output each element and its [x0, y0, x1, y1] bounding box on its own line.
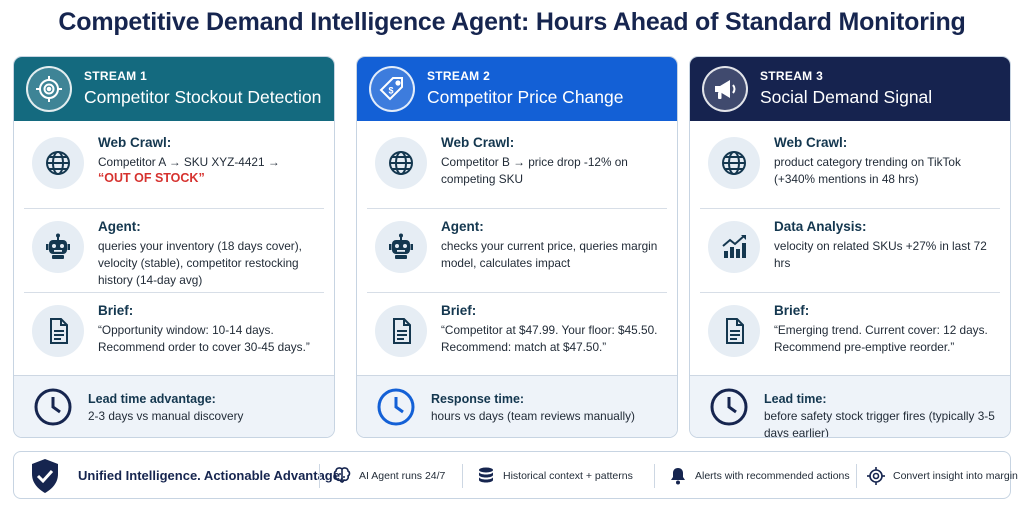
- target-icon: [867, 467, 885, 485]
- globe-icon: [375, 137, 427, 189]
- stream-label: STREAM 2: [427, 69, 491, 83]
- robot-icon: [375, 221, 427, 273]
- row-body: “Opportunity window: 10-14 days. Recomme…: [98, 323, 310, 355]
- agent-row: Agent: queries your inventory (18 days c…: [24, 207, 324, 293]
- divider: [856, 464, 857, 488]
- feature-convert-insight: Convert insight into margin: [866, 462, 1018, 490]
- row-title: Brief:: [441, 303, 477, 318]
- row-body: “Emerging trend. Current cover: 12 days.…: [774, 323, 988, 355]
- row-title: Agent:: [441, 219, 484, 234]
- robot-icon: [32, 221, 84, 273]
- row-title: Web Crawl:: [774, 135, 848, 150]
- data-analysis-row: Data Analysis: velocity on related SKUs …: [700, 207, 1000, 293]
- row-title: Brief:: [98, 303, 134, 318]
- svg-text:$: $: [389, 86, 394, 96]
- brief-row: Brief: “Emerging trend. Current cover: 1…: [700, 291, 1000, 377]
- row-body: velocity on related SKUs +27% in last 72…: [774, 239, 987, 271]
- stream-2-footer: Response time: hours vs days (team revie…: [357, 375, 677, 437]
- page-title: Competitive Demand Intelligence Agent: H…: [58, 8, 966, 36]
- clock-icon: [377, 388, 415, 426]
- stream-3-card: STREAM 3 Social Demand Signal Web Crawl:…: [689, 56, 1011, 438]
- footer-label: Lead time advantage:: [88, 392, 216, 406]
- row-title: Brief:: [774, 303, 810, 318]
- price-tag-icon: $: [369, 66, 415, 112]
- row-body: queries your inventory (18 days cover), …: [98, 239, 302, 288]
- feature-label: Alerts with recommended actions: [695, 470, 850, 482]
- row-body: product category trending on TikTok (+34…: [774, 155, 961, 187]
- clock-icon: [34, 388, 72, 426]
- brain-icon: [333, 467, 351, 483]
- stream-3-header: STREAM 3 Social Demand Signal: [690, 57, 1010, 121]
- web-crawl-row: Web Crawl: Competitor A → SKU XYZ-4421 →…: [24, 123, 324, 209]
- feature-label: Convert insight into margin: [893, 470, 1018, 482]
- row-title: Agent:: [98, 219, 141, 234]
- footer-label: Response time:: [431, 392, 525, 406]
- feature-ai-agent: AI Agent runs 24/7: [332, 462, 445, 490]
- brief-row: Brief: “Opportunity window: 10-14 days. …: [24, 291, 324, 377]
- feature-label: AI Agent runs 24/7: [359, 470, 446, 482]
- agent-row: Agent: checks your current price, querie…: [367, 207, 667, 293]
- feature-label: Historical context + patterns: [503, 470, 633, 482]
- web-crawl-row: Web Crawl: Competitor B → price drop -12…: [367, 123, 667, 209]
- stream-2-card: $ STREAM 2 Competitor Price Change Web C…: [356, 56, 678, 438]
- stream-1-card: STREAM 1 Competitor Stockout Detection W…: [13, 56, 335, 438]
- footer-text: hours vs days (team reviews manually): [431, 409, 635, 424]
- stream-label: STREAM 1: [84, 69, 148, 83]
- out-of-stock-alert: “OUT OF STOCK”: [98, 171, 205, 186]
- row-title: Web Crawl:: [98, 135, 172, 150]
- divider: [319, 464, 320, 488]
- document-icon: [375, 305, 427, 357]
- stream-1-header: STREAM 1 Competitor Stockout Detection: [14, 57, 334, 121]
- stream-title: Social Demand Signal: [760, 87, 933, 107]
- megaphone-icon: [702, 66, 748, 112]
- divider: [462, 464, 463, 488]
- stream-3-footer: Lead time: before safety stock trigger f…: [690, 375, 1010, 437]
- row-title: Web Crawl:: [441, 135, 515, 150]
- row-body: Competitor A → SKU XYZ-4421 →: [98, 155, 280, 169]
- footer-text: 2-3 days vs manual discovery: [88, 409, 244, 424]
- bar-chart-icon: [708, 221, 760, 273]
- footer-text: before safety stock trigger fires (typic…: [764, 409, 995, 438]
- stream-title: Competitor Price Change: [427, 87, 624, 107]
- divider: [654, 464, 655, 488]
- summary-title: Unified Intelligence. Actionable Advanta…: [78, 468, 344, 483]
- summary-bar: Unified Intelligence. Actionable Advanta…: [13, 451, 1018, 499]
- stream-title: Competitor Stockout Detection: [84, 87, 322, 107]
- database-icon: [479, 467, 493, 483]
- row-body: checks your current price, queries margi…: [441, 239, 658, 271]
- document-icon: [708, 305, 760, 357]
- brief-row: Brief: “Competitor at $47.99. Your floor…: [367, 291, 667, 377]
- target-icon: [26, 66, 72, 112]
- globe-icon: [32, 137, 84, 189]
- bell-icon: [671, 468, 685, 485]
- clock-icon: [710, 388, 748, 426]
- globe-icon: [708, 137, 760, 189]
- stream-2-header: $ STREAM 2 Competitor Price Change: [357, 57, 677, 121]
- feature-alerts: Alerts with recommended actions: [668, 462, 850, 490]
- footer-label: Lead time:: [764, 392, 827, 406]
- stream-1-footer: Lead time advantage: 2-3 days vs manual …: [14, 375, 334, 437]
- document-icon: [32, 305, 84, 357]
- row-body: Competitor B → price drop -12% on compet…: [441, 155, 628, 187]
- web-crawl-row: Web Crawl: product category trending on …: [700, 123, 1000, 209]
- row-title: Data Analysis:: [774, 219, 867, 234]
- feature-historical-context: Historical context + patterns: [476, 462, 633, 490]
- shield-check-icon: [32, 459, 58, 493]
- stream-label: STREAM 3: [760, 69, 824, 83]
- row-body: “Competitor at $47.99. Your floor: $45.5…: [441, 323, 658, 355]
